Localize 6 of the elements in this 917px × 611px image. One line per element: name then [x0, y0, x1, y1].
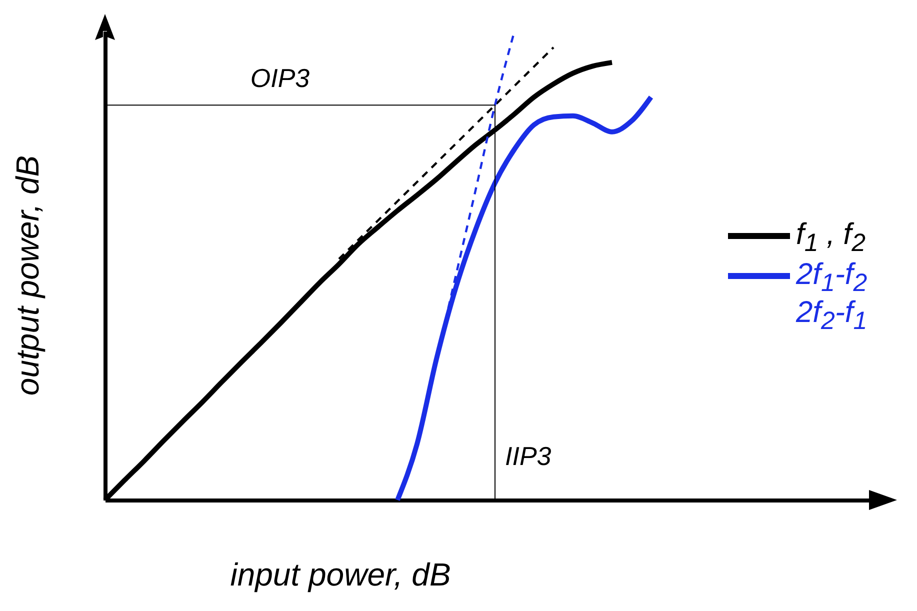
y-axis-title: output power, dB	[10, 155, 46, 396]
x-axis-title: input power, dB	[230, 556, 451, 592]
legend-label: f$_{1}$ , f$_{2}$	[796, 218, 866, 258]
ref-line-label: OIP3	[250, 63, 310, 94]
text: 2f$_{1}$-f$_{2}$ 2f$_{2}$-f$_{1}$	[796, 258, 868, 335]
annotation: IIP3	[505, 441, 552, 471]
